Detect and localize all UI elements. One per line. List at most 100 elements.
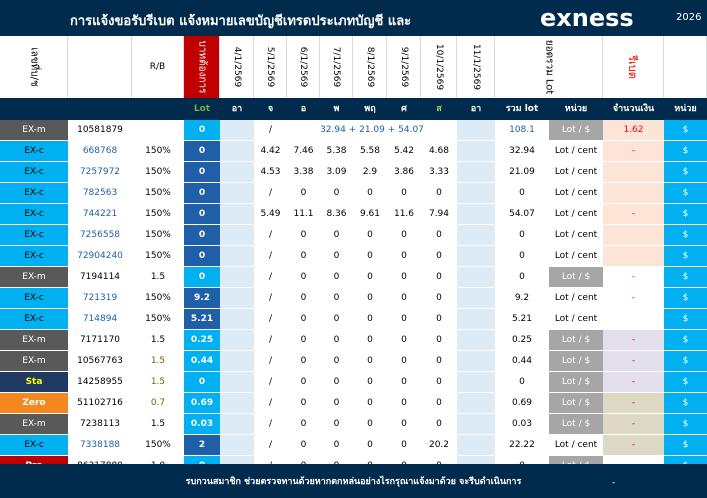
header-rebate: รีเบต: [603, 36, 664, 98]
unit-label: Lot / $: [549, 120, 603, 140]
day-value: 0: [287, 288, 320, 308]
day-value: 0: [421, 372, 457, 392]
rb-value: 1.5: [132, 414, 184, 434]
total-lot: 0.44: [495, 351, 549, 371]
day-value: 0: [421, 183, 457, 203]
header-date: 7/1/2569: [320, 36, 353, 98]
header-lot-required-label: บาทต้องการ: [196, 40, 207, 94]
rb-value: 150%: [132, 183, 184, 203]
day-value: [457, 288, 495, 308]
table-row: EX-m 7238113 1.5 0.03/0 0 0 0 0 0.03 Lot / $ - $: [0, 414, 707, 434]
currency-symbol: $: [664, 351, 707, 371]
unit-label: Lot / $: [549, 351, 603, 371]
subheader-day: จ: [254, 98, 287, 120]
day-value: [220, 183, 254, 203]
day-value: 0: [320, 393, 353, 413]
day-value: 3.86: [387, 162, 421, 182]
account-number: 714894: [68, 309, 132, 329]
header-date-label: 6/1/2569: [298, 46, 308, 88]
header-date: 10/1/2569: [421, 36, 457, 98]
day-value: 0: [387, 372, 421, 392]
account-number: 7194114: [68, 267, 132, 287]
currency-symbol: $: [664, 372, 707, 392]
day-value: 0: [421, 267, 457, 287]
header-date: 4/1/2569: [220, 36, 254, 98]
total-lot: 0.69: [495, 393, 549, 413]
account-type-badge: Zero: [0, 393, 68, 413]
day-value: [457, 120, 495, 140]
day-value: 0: [353, 351, 387, 371]
table-row: EX-m 10567763 1.5 0.44/0 0 0 0 0 0.44 Lot / $ - $: [0, 351, 707, 371]
day-value: [220, 246, 254, 266]
total-lot: 32.94: [495, 141, 549, 161]
day-value: 0: [387, 330, 421, 350]
header-date: 5/1/2569: [254, 36, 287, 98]
day-value: /: [254, 225, 287, 245]
rebate-amount: 1.62: [603, 120, 664, 140]
account-type-badge: EX-m: [0, 414, 68, 434]
day-value: 0: [353, 393, 387, 413]
day-value: [457, 267, 495, 287]
account-type-badge: EX-m: [0, 120, 68, 140]
lot-value: 0.69: [184, 393, 220, 413]
rebate-amount: -: [603, 414, 664, 434]
day-value: 0: [421, 288, 457, 308]
sub-header-row: Lot อาจอพพฤศสอา รวม lot หน่วย จำนวนเงิน หน่วย: [0, 98, 707, 120]
rb-value: [132, 120, 184, 140]
day-value: 0: [353, 435, 387, 455]
day-value: 0: [353, 183, 387, 203]
day-value: 0: [320, 183, 353, 203]
header-blank: [68, 36, 132, 98]
unit-label: Lot / $: [549, 330, 603, 350]
account-number: 51102716: [68, 393, 132, 413]
currency-symbol: $: [664, 183, 707, 203]
lot-value: 0: [184, 225, 220, 245]
day-value: 0: [387, 435, 421, 455]
day-value: [220, 267, 254, 287]
day-value: 4.68: [421, 141, 457, 161]
rebate-amount: -: [603, 372, 664, 392]
rebate-amount: -: [603, 141, 664, 161]
subheader-unit2: หน่วย: [664, 98, 707, 120]
account-number: 72904240: [68, 246, 132, 266]
day-value: 0: [421, 225, 457, 245]
unit-label: Lot / $: [549, 393, 603, 413]
day-value: 0: [287, 330, 320, 350]
header-account-no: เลขที่บ/ช: [0, 36, 68, 98]
account-type-badge: EX-c: [0, 435, 68, 455]
page-title: การแจ้งขอรับรีเบต แจ้งหมายเลขบัญชีเทรดปร…: [70, 14, 412, 29]
day-value: 0: [287, 393, 320, 413]
table-row: EX-m 7171170 1.5 0.25/0 0 0 0 0 0.25 Lot / $ - $: [0, 330, 707, 350]
rb-value: 0.7: [132, 393, 184, 413]
footer-mark: -: [612, 478, 616, 488]
rb-value: 150%: [132, 225, 184, 245]
day-value: [220, 372, 254, 392]
day-value: 0: [421, 393, 457, 413]
header-date: 9/1/2569: [387, 36, 421, 98]
unit-label: Lot / cent: [549, 141, 603, 161]
day-value: 2.9: [353, 162, 387, 182]
day-value: 0: [320, 309, 353, 329]
day-value: 8.36: [320, 204, 353, 224]
rebate-amount: [603, 162, 664, 182]
account-type-badge: EX-m: [0, 351, 68, 371]
day-value: /: [254, 351, 287, 371]
lot-value: 0: [184, 246, 220, 266]
unit-label: Lot / $: [549, 267, 603, 287]
rb-value: 150%: [132, 309, 184, 329]
header-date-label: 5/1/2569: [265, 46, 275, 88]
rebate-amount: -: [603, 435, 664, 455]
lot-value: 0: [184, 267, 220, 287]
day-value: 0: [287, 435, 320, 455]
day-value: /: [254, 309, 287, 329]
day-value: 0: [320, 351, 353, 371]
day-value: [220, 351, 254, 371]
header-rebate-label: รีเบต: [626, 55, 639, 79]
day-value: 5.42: [387, 141, 421, 161]
day-value: 0: [287, 372, 320, 392]
unit-label: Lot / cent: [549, 246, 603, 266]
subheader-day: ส: [421, 98, 457, 120]
lot-value: 0: [184, 141, 220, 161]
header-total-lot: ยอดรวม Lot: [495, 36, 603, 98]
rb-value: 150%: [132, 204, 184, 224]
